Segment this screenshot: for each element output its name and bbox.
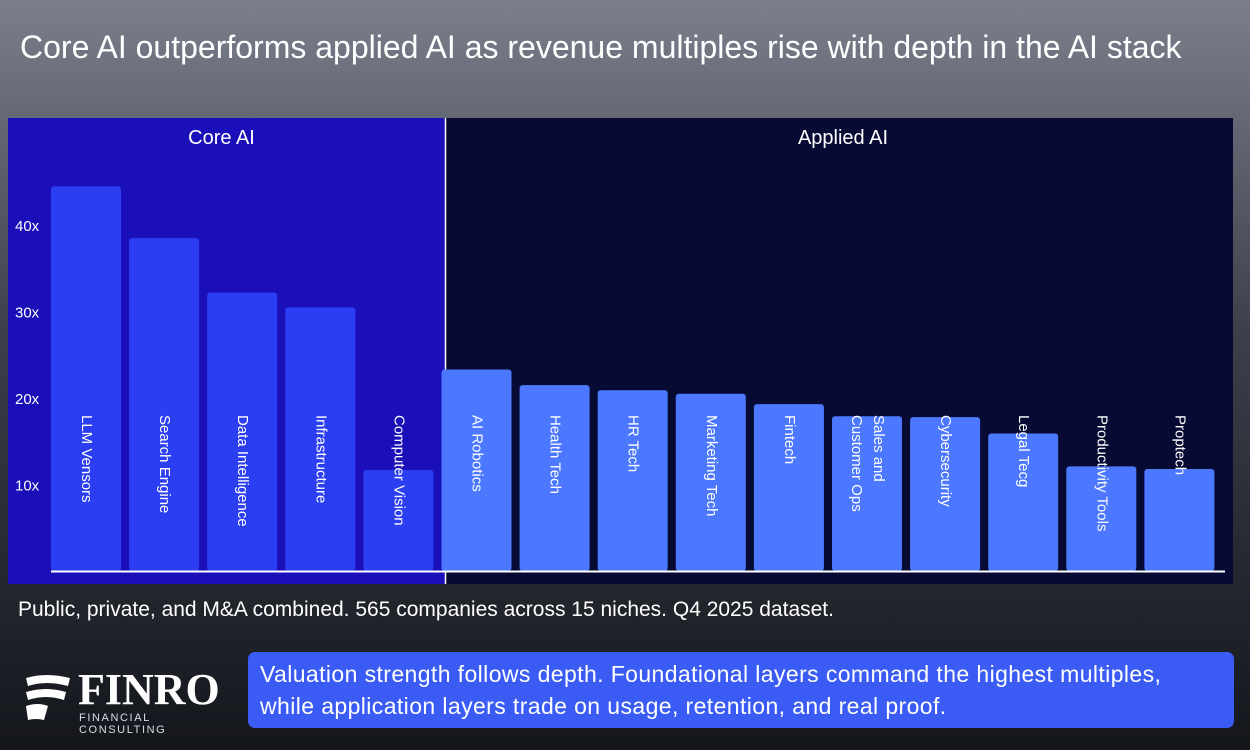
bar-label: Productivity Tools (1093, 415, 1110, 531)
bar-chart: Core AI Applied AI 10x 20x 30x 40x LLM Vensors… (8, 118, 1233, 584)
y-tick-label: 10x (15, 478, 40, 495)
bar (753, 404, 824, 571)
bar (207, 292, 278, 571)
bar-label: Legal Tecg (1015, 415, 1032, 487)
bar (597, 390, 668, 571)
bar-label: Search Engine (156, 415, 173, 513)
bar-label: LLM Vensors (78, 415, 95, 503)
bar-label: Computer Vision (390, 415, 407, 526)
bar-label: Fintech (781, 415, 798, 464)
chart-title: Core AI outperforms applied AI as revenu… (20, 29, 1182, 65)
y-tick-label: 40x (15, 218, 40, 235)
bar-label: Data Intelligence (234, 415, 251, 527)
y-tick-label: 20x (15, 391, 40, 408)
bar-label: Health Tech (547, 415, 564, 494)
bar (519, 385, 590, 571)
group-label-0: Core AI (188, 127, 255, 149)
bar (832, 416, 902, 571)
bar (910, 417, 981, 571)
logo-name: FINRO (78, 665, 220, 714)
bar-label: HR Tech (625, 415, 642, 472)
bar-label: Proptech (1171, 415, 1188, 475)
bar-label: Marketing Tech (703, 415, 720, 516)
y-tick-label: 30x (15, 305, 40, 322)
bar (1144, 468, 1215, 571)
finro-logo-mark-icon (26, 675, 70, 720)
bar (363, 469, 434, 571)
chart-footnote: Public, private, and M&A combined. 565 c… (18, 598, 834, 621)
group-label-1: Applied AI (798, 127, 888, 149)
finro-logo: FINRO FINANCIAL CONSULTING (22, 665, 232, 736)
bar (441, 369, 512, 571)
insight-callout: Valuation strength follows depth. Founda… (248, 652, 1234, 728)
bar (129, 238, 200, 571)
bar (675, 393, 746, 571)
bar (51, 186, 121, 571)
bar-label: Customer Ops (848, 415, 865, 512)
chart-area: Core AI Applied AI 10x 20x 30x 40x LLM Vensors… (8, 118, 1233, 584)
bar-label: Infrastructure (312, 415, 329, 503)
bar (988, 433, 1059, 571)
bar-label: Cybersecurity (937, 415, 954, 507)
bar-label: AI Robotics (469, 415, 486, 492)
logo-subtitle: FINANCIAL CONSULTING (79, 712, 167, 736)
bar (1066, 466, 1137, 571)
bar-label: Sales and (870, 415, 887, 482)
bar (285, 307, 356, 571)
